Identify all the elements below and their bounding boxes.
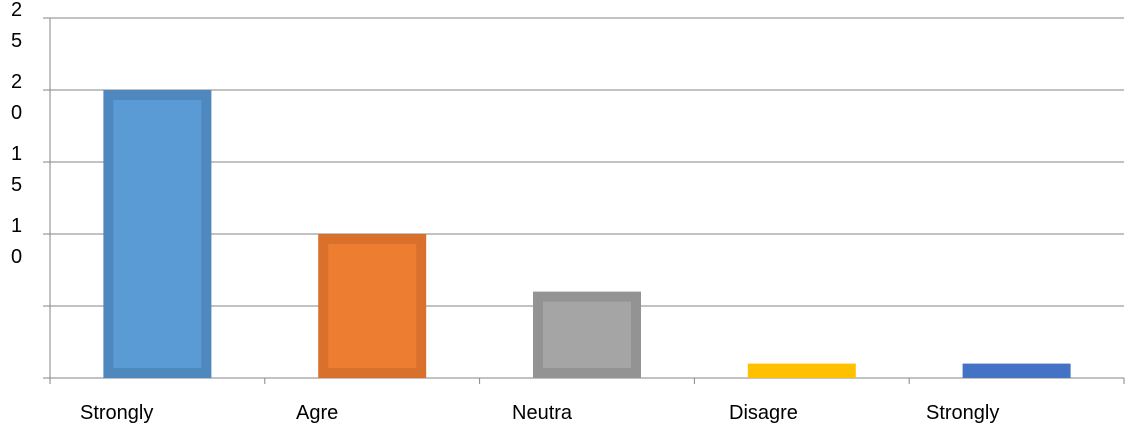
x-category-label: Agre [296, 402, 338, 424]
bar [962, 363, 1071, 378]
x-category-label: Disagre [729, 402, 798, 424]
bar-fill [543, 301, 631, 368]
bar-fill [328, 244, 417, 368]
bars [103, 90, 1071, 378]
x-category-label: Strongly [80, 402, 153, 424]
x-category-label: Strongly [926, 402, 999, 424]
bar-fill [113, 100, 202, 368]
gridlines [50, 17, 1124, 307]
x-category-label: Neutra [512, 402, 573, 424]
y-tick-labels: 1 0 1 5 2 0 2 5 [11, 0, 22, 268]
bar [747, 363, 856, 378]
x-category-labels: Strongly Agre Neutra Disagre Strongly [80, 402, 999, 424]
